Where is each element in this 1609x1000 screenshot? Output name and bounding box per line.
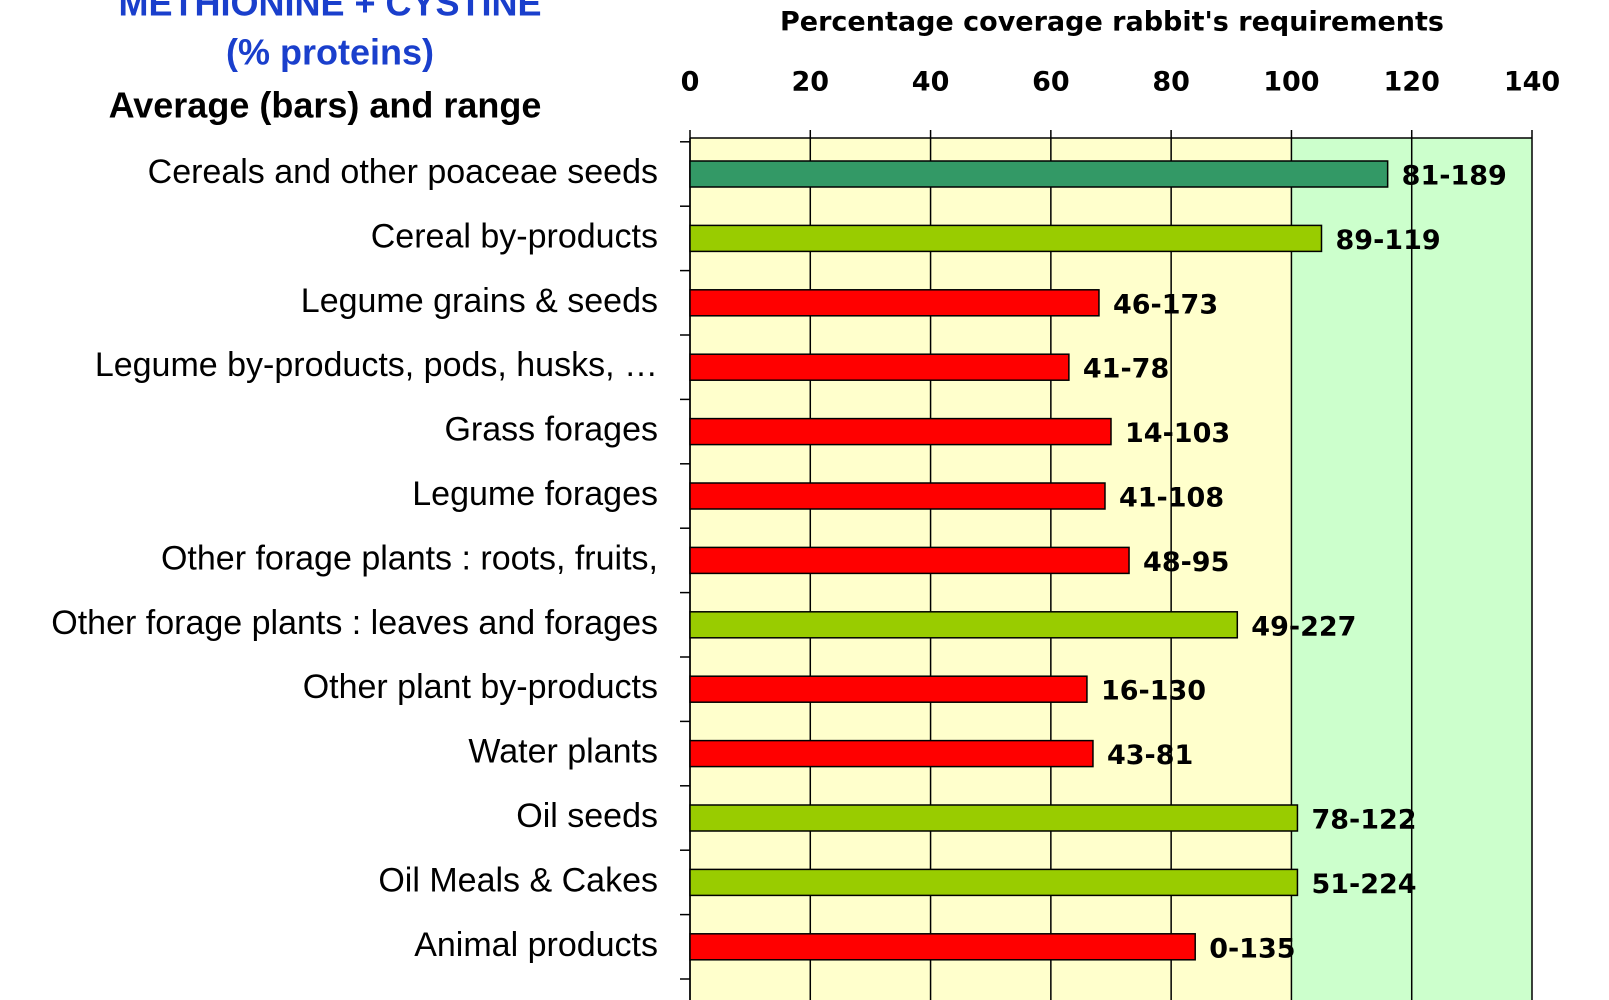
bar [689, 417, 1112, 446]
y-tick-label: Animal products [414, 926, 658, 964]
range-label: 41-78 [1083, 354, 1169, 385]
x-tick-label: 80 [1152, 67, 1190, 98]
chart-subtitle: (% proteins) [226, 32, 434, 73]
bar [689, 353, 1070, 381]
range-label: 89-119 [1336, 225, 1441, 256]
chart-title: METHIONINE + CYSTINE [118, 0, 541, 24]
range-label: 0-135 [1209, 933, 1295, 964]
chart-subtitle: Average (bars) and range [109, 85, 542, 126]
bar [689, 546, 1130, 575]
range-label: 43-81 [1107, 740, 1193, 771]
range-label: 14-103 [1125, 418, 1230, 449]
y-tick-label: Legume by-products, pods, husks, … [95, 346, 658, 384]
y-tick-label: Oil Meals & Cakes [378, 861, 658, 899]
bar [689, 675, 1088, 703]
bar [689, 289, 1100, 317]
y-tick-label: Other plant by-products [303, 668, 658, 706]
y-tick-label: Water plants [468, 733, 658, 771]
bar [689, 224, 1323, 253]
y-tick-label: Grass forages [444, 411, 658, 449]
x-tick-label: 20 [791, 67, 829, 98]
bar [689, 804, 1299, 832]
range-label: 49-227 [1251, 611, 1356, 642]
range-label: 16-130 [1101, 676, 1206, 707]
bar [689, 933, 1196, 961]
x-tick-label: 100 [1263, 67, 1319, 98]
y-tick-label: Cereal by-products [371, 217, 658, 255]
y-tick-label: Cereals and other poaceae seeds [148, 153, 658, 191]
range-label: 51-224 [1311, 869, 1416, 900]
bar [689, 739, 1094, 768]
y-tick-label: Legume grains & seeds [301, 282, 658, 320]
x-tick-label: 40 [912, 67, 950, 98]
x-tick-label: 60 [1032, 67, 1070, 98]
bar [689, 482, 1106, 510]
x-tick-label: 120 [1384, 67, 1440, 98]
range-label: 81-189 [1402, 161, 1507, 192]
range-label: 41-108 [1119, 483, 1224, 514]
bar [689, 160, 1389, 188]
bar [689, 611, 1239, 639]
range-label: 48-95 [1143, 547, 1229, 578]
bar [689, 868, 1299, 897]
y-tick-label: Legume forages [412, 475, 658, 513]
axis-title: Percentage coverage rabbit's requirement… [780, 7, 1444, 38]
x-tick-label: 140 [1504, 67, 1560, 98]
y-tick-label: Other forage plants : roots, fruits, [161, 539, 658, 577]
y-tick-label: Other forage plants : leaves and forages [51, 604, 658, 642]
range-label: 78-122 [1311, 805, 1416, 836]
x-tick-label: 0 [681, 67, 700, 98]
y-tick-label: Oil seeds [516, 797, 658, 835]
range-label: 46-173 [1113, 289, 1218, 320]
